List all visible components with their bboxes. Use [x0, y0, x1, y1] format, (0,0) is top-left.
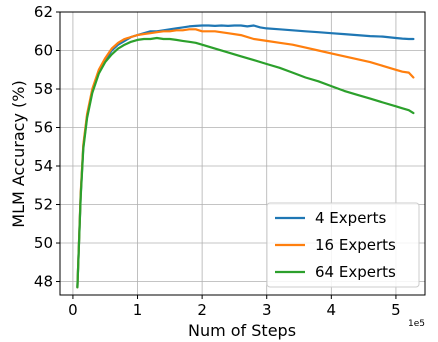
x-tick-label: 4 — [327, 301, 337, 319]
y-tick-label: 52 — [34, 196, 53, 214]
x-tick-label: 0 — [68, 301, 78, 319]
y-axis-label: MLM Accuracy (%) — [9, 80, 28, 227]
y-tick-label: 50 — [34, 234, 53, 252]
y-tick-label: 58 — [34, 80, 53, 98]
y-tick-label: 56 — [34, 119, 53, 137]
x-offset-label: 1e5 — [408, 319, 425, 329]
legend: 4 Experts 16 Experts 64 Experts — [267, 203, 419, 287]
legend-label: 64 Experts — [315, 263, 396, 281]
y-tick-label: 60 — [34, 42, 53, 60]
y-tick-label: 62 — [34, 3, 53, 21]
x-axis-label: Num of Steps — [188, 321, 296, 340]
y-tick-label: 54 — [34, 157, 53, 175]
x-tick-label: 5 — [391, 301, 401, 319]
x-tick-label: 1 — [133, 301, 143, 319]
y-tick-label: 48 — [34, 273, 53, 291]
legend-label: 16 Experts — [315, 236, 396, 254]
x-tick-label: 3 — [262, 301, 272, 319]
legend-label: 4 Experts — [315, 209, 386, 227]
x-tick-label: 2 — [197, 301, 207, 319]
